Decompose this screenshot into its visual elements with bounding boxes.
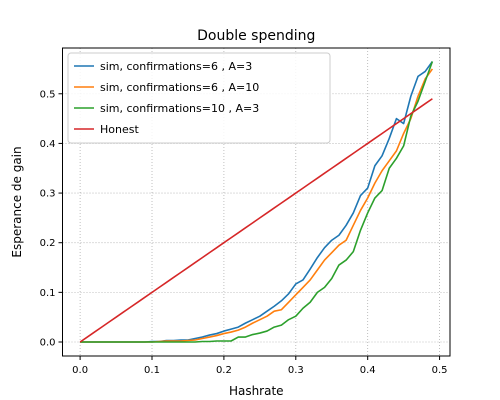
series-line-4 (79, 98, 433, 343)
x-tick-label: 0.2 (216, 365, 232, 376)
legend-label: sim, confirmations=6 , A=10 (100, 81, 259, 94)
legend-box (67, 52, 331, 144)
x-tick-label: 0.1 (144, 365, 160, 376)
x-tick-label: 0.3 (288, 365, 304, 376)
y-tick-label: 0.3 (40, 189, 56, 200)
legend-label: sim, confirmations=10 , A=3 (100, 102, 259, 115)
y-tick-label: 0.1 (40, 288, 56, 299)
legend: sim, confirmations=6 , A=3 sim, confirmat… (67, 52, 331, 144)
plot-frame (62, 47, 451, 357)
x-tick-label: 0.5 (432, 365, 448, 376)
legend-label: Honest (100, 123, 139, 136)
chart-title: Double spending (197, 28, 315, 44)
x-tick-label: 0.0 (72, 365, 88, 376)
y-tick-label: 0.4 (40, 139, 56, 150)
y-tick-label: 0.2 (40, 238, 56, 249)
series-layer (79, 61, 434, 343)
x-axis-label: Hashrate (229, 384, 284, 398)
axis-ticks: 0.0 0.1 0.2 0.3 0.4 0.5 0.0 0.1 0.2 0.3 0.4 0.5 (40, 89, 448, 376)
x-tick-label: 0.4 (360, 365, 376, 376)
y-axis-label: Esperance de gain (10, 146, 24, 257)
series-line-3 (80, 61, 434, 343)
legend-label: sim, confirmations=6 , A=3 (100, 60, 252, 73)
y-tick-label: 0.0 (40, 338, 56, 349)
y-tick-label: 0.5 (40, 89, 56, 100)
